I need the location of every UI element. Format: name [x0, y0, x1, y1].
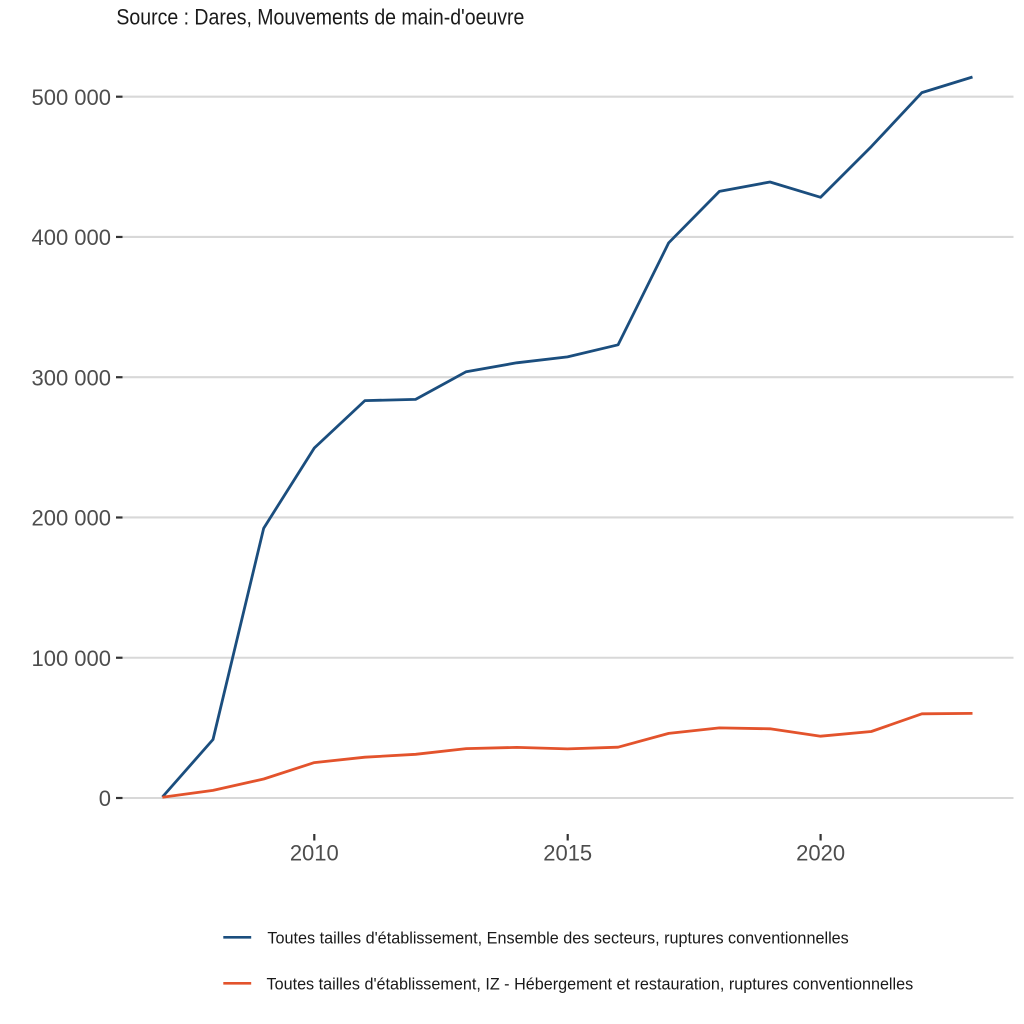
svg-text:2020: 2020	[796, 841, 845, 866]
svg-text:2010: 2010	[290, 841, 339, 866]
svg-text:400 000: 400 000	[31, 225, 111, 250]
svg-text:100 000: 100 000	[31, 646, 111, 671]
svg-text:Toutes tailles d'établissement: Toutes tailles d'établissement, Ensemble…	[267, 928, 848, 947]
svg-text:300 000: 300 000	[31, 365, 111, 390]
svg-text:Toutes tailles d'établissement: Toutes tailles d'établissement, IZ - Héb…	[267, 974, 914, 993]
svg-text:Source : Dares, Mouvements de: Source : Dares, Mouvements de main-d'oeu…	[116, 4, 524, 29]
svg-text:200 000: 200 000	[31, 506, 111, 531]
svg-text:500 000: 500 000	[31, 85, 111, 110]
svg-text:0: 0	[99, 786, 111, 811]
svg-text:2015: 2015	[543, 841, 592, 866]
